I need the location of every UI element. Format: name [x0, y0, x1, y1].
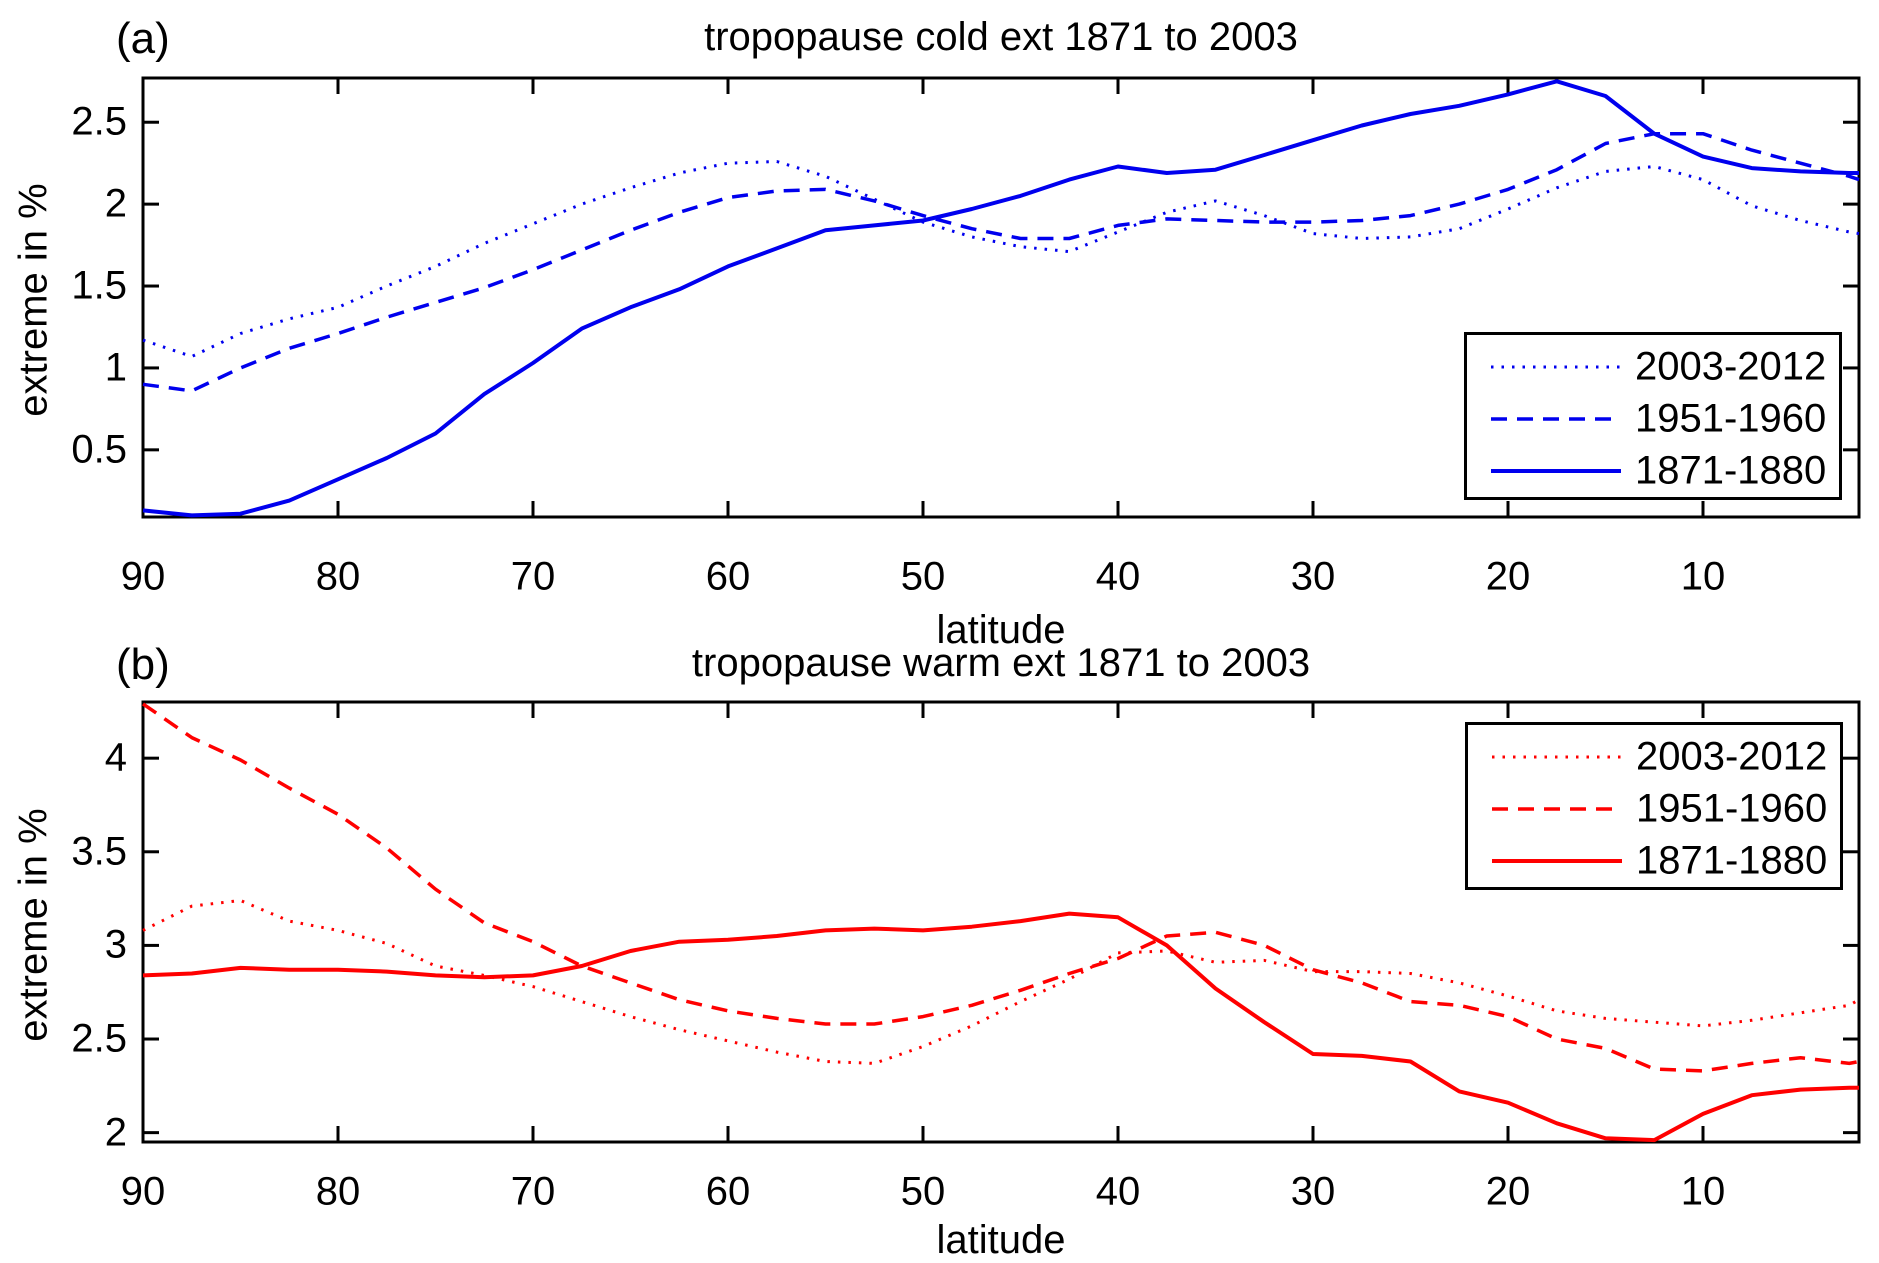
- curve-1951-1960-dashed: [142, 131, 1860, 393]
- x-tick-label-90: 90: [120, 1169, 166, 1214]
- axes-box: [141, 76, 1861, 519]
- curve-2003-2012-dotted: [142, 899, 1860, 1065]
- legend-label: 1951-1960: [1636, 786, 1828, 831]
- legend-line-sample-solid-icon: [1492, 859, 1622, 863]
- legend-label: 1871-1880: [1636, 838, 1828, 883]
- x-tick-label-60: 60: [705, 1169, 751, 1214]
- x-tick-label-90: 90: [120, 554, 166, 599]
- x-tick-label-20: 20: [1485, 1169, 1531, 1214]
- y-tick-label-2.5: 2.5: [71, 1016, 127, 1061]
- x-tick-label-70: 70: [510, 554, 556, 599]
- x-tick-label-80: 80: [315, 1169, 361, 1214]
- panel-a-letter: (a): [116, 14, 170, 63]
- y-tick-label-3: 3: [104, 922, 127, 967]
- legend-label: 2003-2012: [1636, 734, 1828, 779]
- legend-label: 2003-2012: [1635, 344, 1827, 389]
- x-tick-label-50: 50: [900, 554, 946, 599]
- legend-label: 1951-1960: [1635, 396, 1827, 441]
- x-tick-label-20: 20: [1485, 554, 1531, 599]
- tick-marks: [141, 702, 1859, 1142]
- x-tick-label-40: 40: [1095, 554, 1141, 599]
- y-tick-label-2: 2: [104, 181, 127, 226]
- x-tick-label-60: 60: [705, 554, 751, 599]
- curve-1951-1960-dashed: [142, 702, 1860, 1073]
- panel-b-xlabel: latitude: [936, 1218, 1066, 1262]
- curve-1871-1880-solid: [142, 911, 1859, 1143]
- y-tick-label-1: 1: [104, 345, 127, 390]
- x-tick-label-30: 30: [1290, 554, 1336, 599]
- legend-label: 1871-1880: [1635, 448, 1827, 493]
- y-tick-label-4: 4: [104, 735, 127, 780]
- legend-line-sample-dashed-icon: [1491, 417, 1621, 421]
- legend-line-sample-dashed-icon: [1492, 807, 1622, 811]
- legend-line-sample-solid-icon: [1491, 469, 1621, 473]
- curve-1871-1880-solid: [142, 79, 1859, 518]
- y-tick-label-3.5: 3.5: [71, 829, 127, 874]
- y-tick-label-2.5: 2.5: [71, 99, 127, 144]
- panel-a-legend: 2003-2012 1951-1960 1871-1880: [1464, 332, 1842, 500]
- x-tick-label-10: 10: [1680, 1169, 1726, 1214]
- x-tick-label-50: 50: [900, 1169, 946, 1214]
- x-tick-label-70: 70: [510, 1169, 556, 1214]
- y-tick-label-0.5: 0.5: [71, 427, 127, 472]
- x-tick-label-40: 40: [1095, 1169, 1141, 1214]
- x-tick-label-80: 80: [315, 554, 361, 599]
- y-tick-label-1.5: 1.5: [71, 263, 127, 308]
- x-tick-label-10: 10: [1680, 554, 1726, 599]
- panel-a-title: tropopause cold ext 1871 to 2003: [704, 15, 1298, 59]
- y-tick-label-2: 2: [104, 1110, 127, 1155]
- x-tick-label-30: 30: [1290, 1169, 1336, 1214]
- panel-b-title: tropopause warm ext 1871 to 2003: [691, 641, 1311, 685]
- tick-marks: [141, 78, 1859, 517]
- panel-a-xlabel: latitude: [936, 608, 1066, 652]
- legend-line-sample-dotted-icon: [1492, 755, 1622, 759]
- panel-b-letter: (b): [116, 640, 170, 689]
- axes-box: [141, 700, 1861, 1144]
- panel-b-legend: 2003-2012 1951-1960 1871-1880: [1465, 722, 1843, 890]
- legend-line-sample-dotted-icon: [1491, 365, 1621, 369]
